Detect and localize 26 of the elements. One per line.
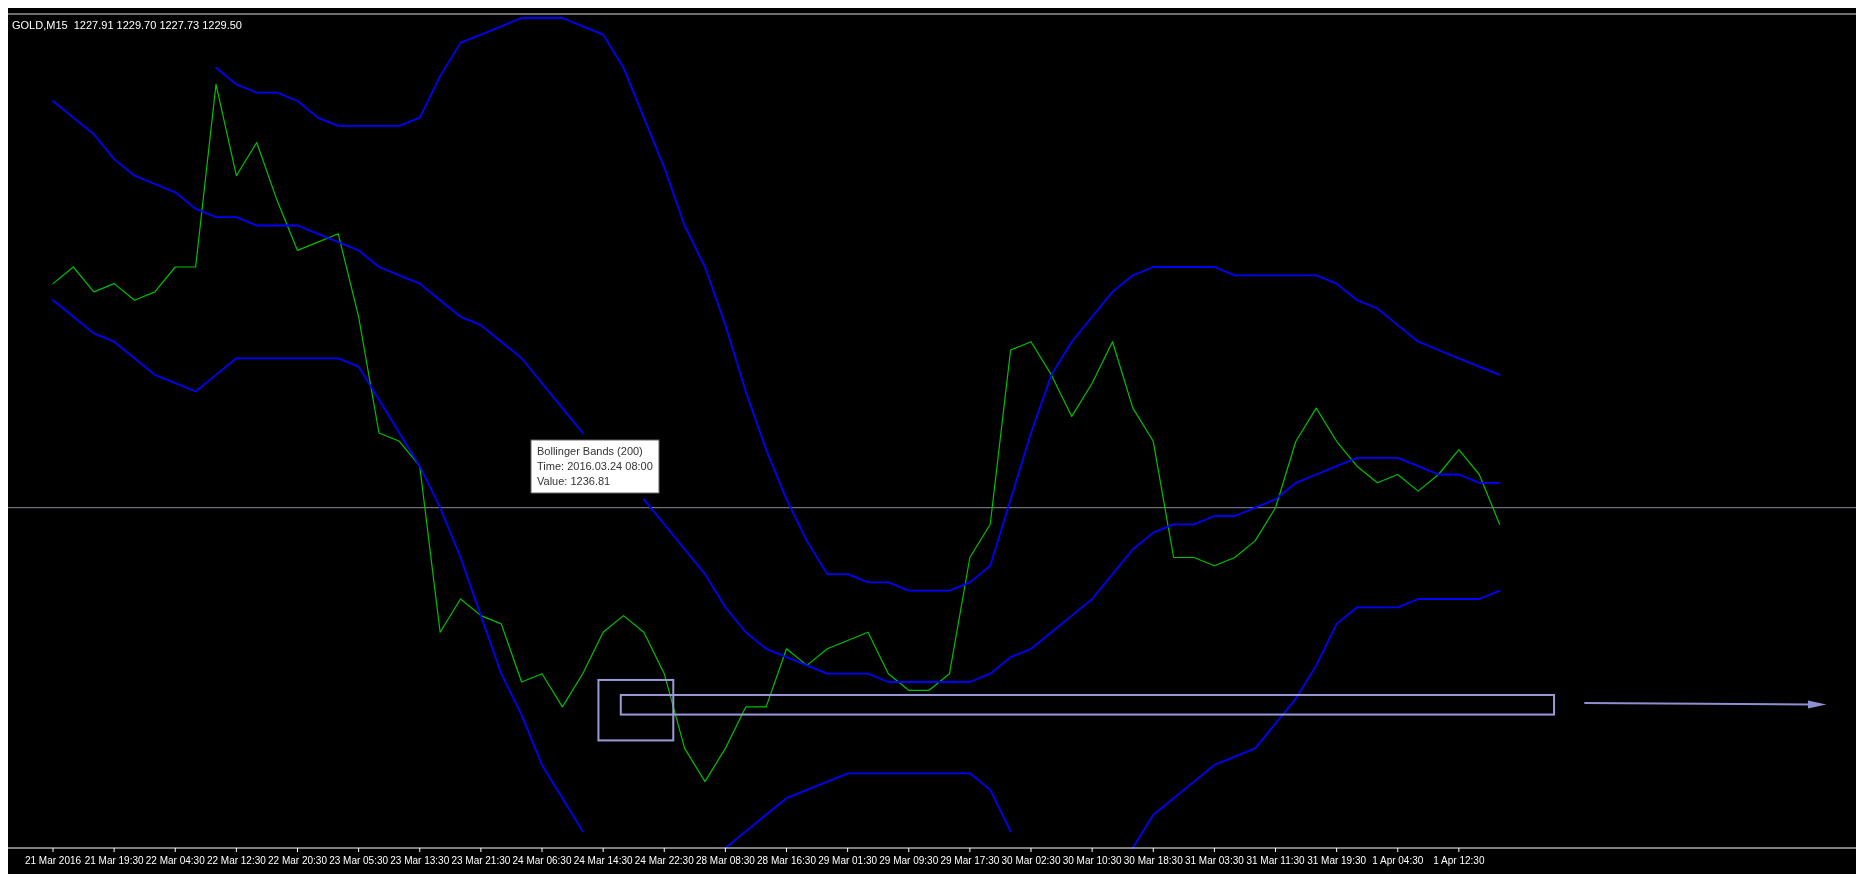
chart-title: GOLD,M15 1227.91 1229.70 1227.73 1229.50 — [12, 19, 242, 31]
annotation: Bollinger Bands (200) Time: 2016.03.24 08:00 Value: 1236.81 — [537, 445, 653, 487]
x-tick-label: 24 Mar 06:30 — [512, 855, 572, 866]
x-tick-label: 28 Mar 16:30 — [757, 855, 817, 866]
x-tick-label: 1 Apr 12:30 — [1433, 855, 1485, 866]
x-tick-label: 24 Mar 22:30 — [634, 855, 695, 866]
x-tick-label: 31 Mar 03:30 — [1184, 855, 1245, 866]
x-tick-label: 22 Mar 04:30 — [145, 855, 206, 866]
x-tick-label: 1 Apr 04:30 — [1372, 855, 1424, 866]
x-tick-label: 21 Mar 19:30 — [84, 855, 145, 866]
x-tick-label: 23 Mar 13:30 — [390, 855, 450, 866]
x-tick-label: 22 Mar 12:30 — [206, 855, 267, 866]
x-tick-label: 24 Mar 14:30 — [573, 855, 634, 866]
x-tick-label: 29 Mar 09:30 — [879, 855, 939, 866]
x-tick-label: 31 Mar 11:30 — [1246, 855, 1306, 866]
x-tick-label: 23 Mar 05:30 — [329, 855, 389, 866]
x-tick-label: 30 Mar 10:30 — [1062, 855, 1123, 866]
x-tick-label: 28 Mar 08:30 — [695, 855, 756, 866]
x-tick-label: 22 Mar 20:30 — [268, 855, 328, 866]
x-tick-label: 21 Mar 2016 — [24, 855, 82, 866]
x-tick-label: 31 Mar 19:30 — [1307, 855, 1367, 866]
x-tick-label: 30 Mar 02:30 — [1001, 855, 1061, 866]
x-tick-label: 30 Mar 18:30 — [1123, 855, 1184, 866]
x-tick-label: 23 Mar 21:30 — [451, 855, 511, 866]
x-tick-label: 29 Mar 17:30 — [940, 855, 1000, 866]
x-tick-label: 29 Mar 01:30 — [818, 855, 878, 866]
